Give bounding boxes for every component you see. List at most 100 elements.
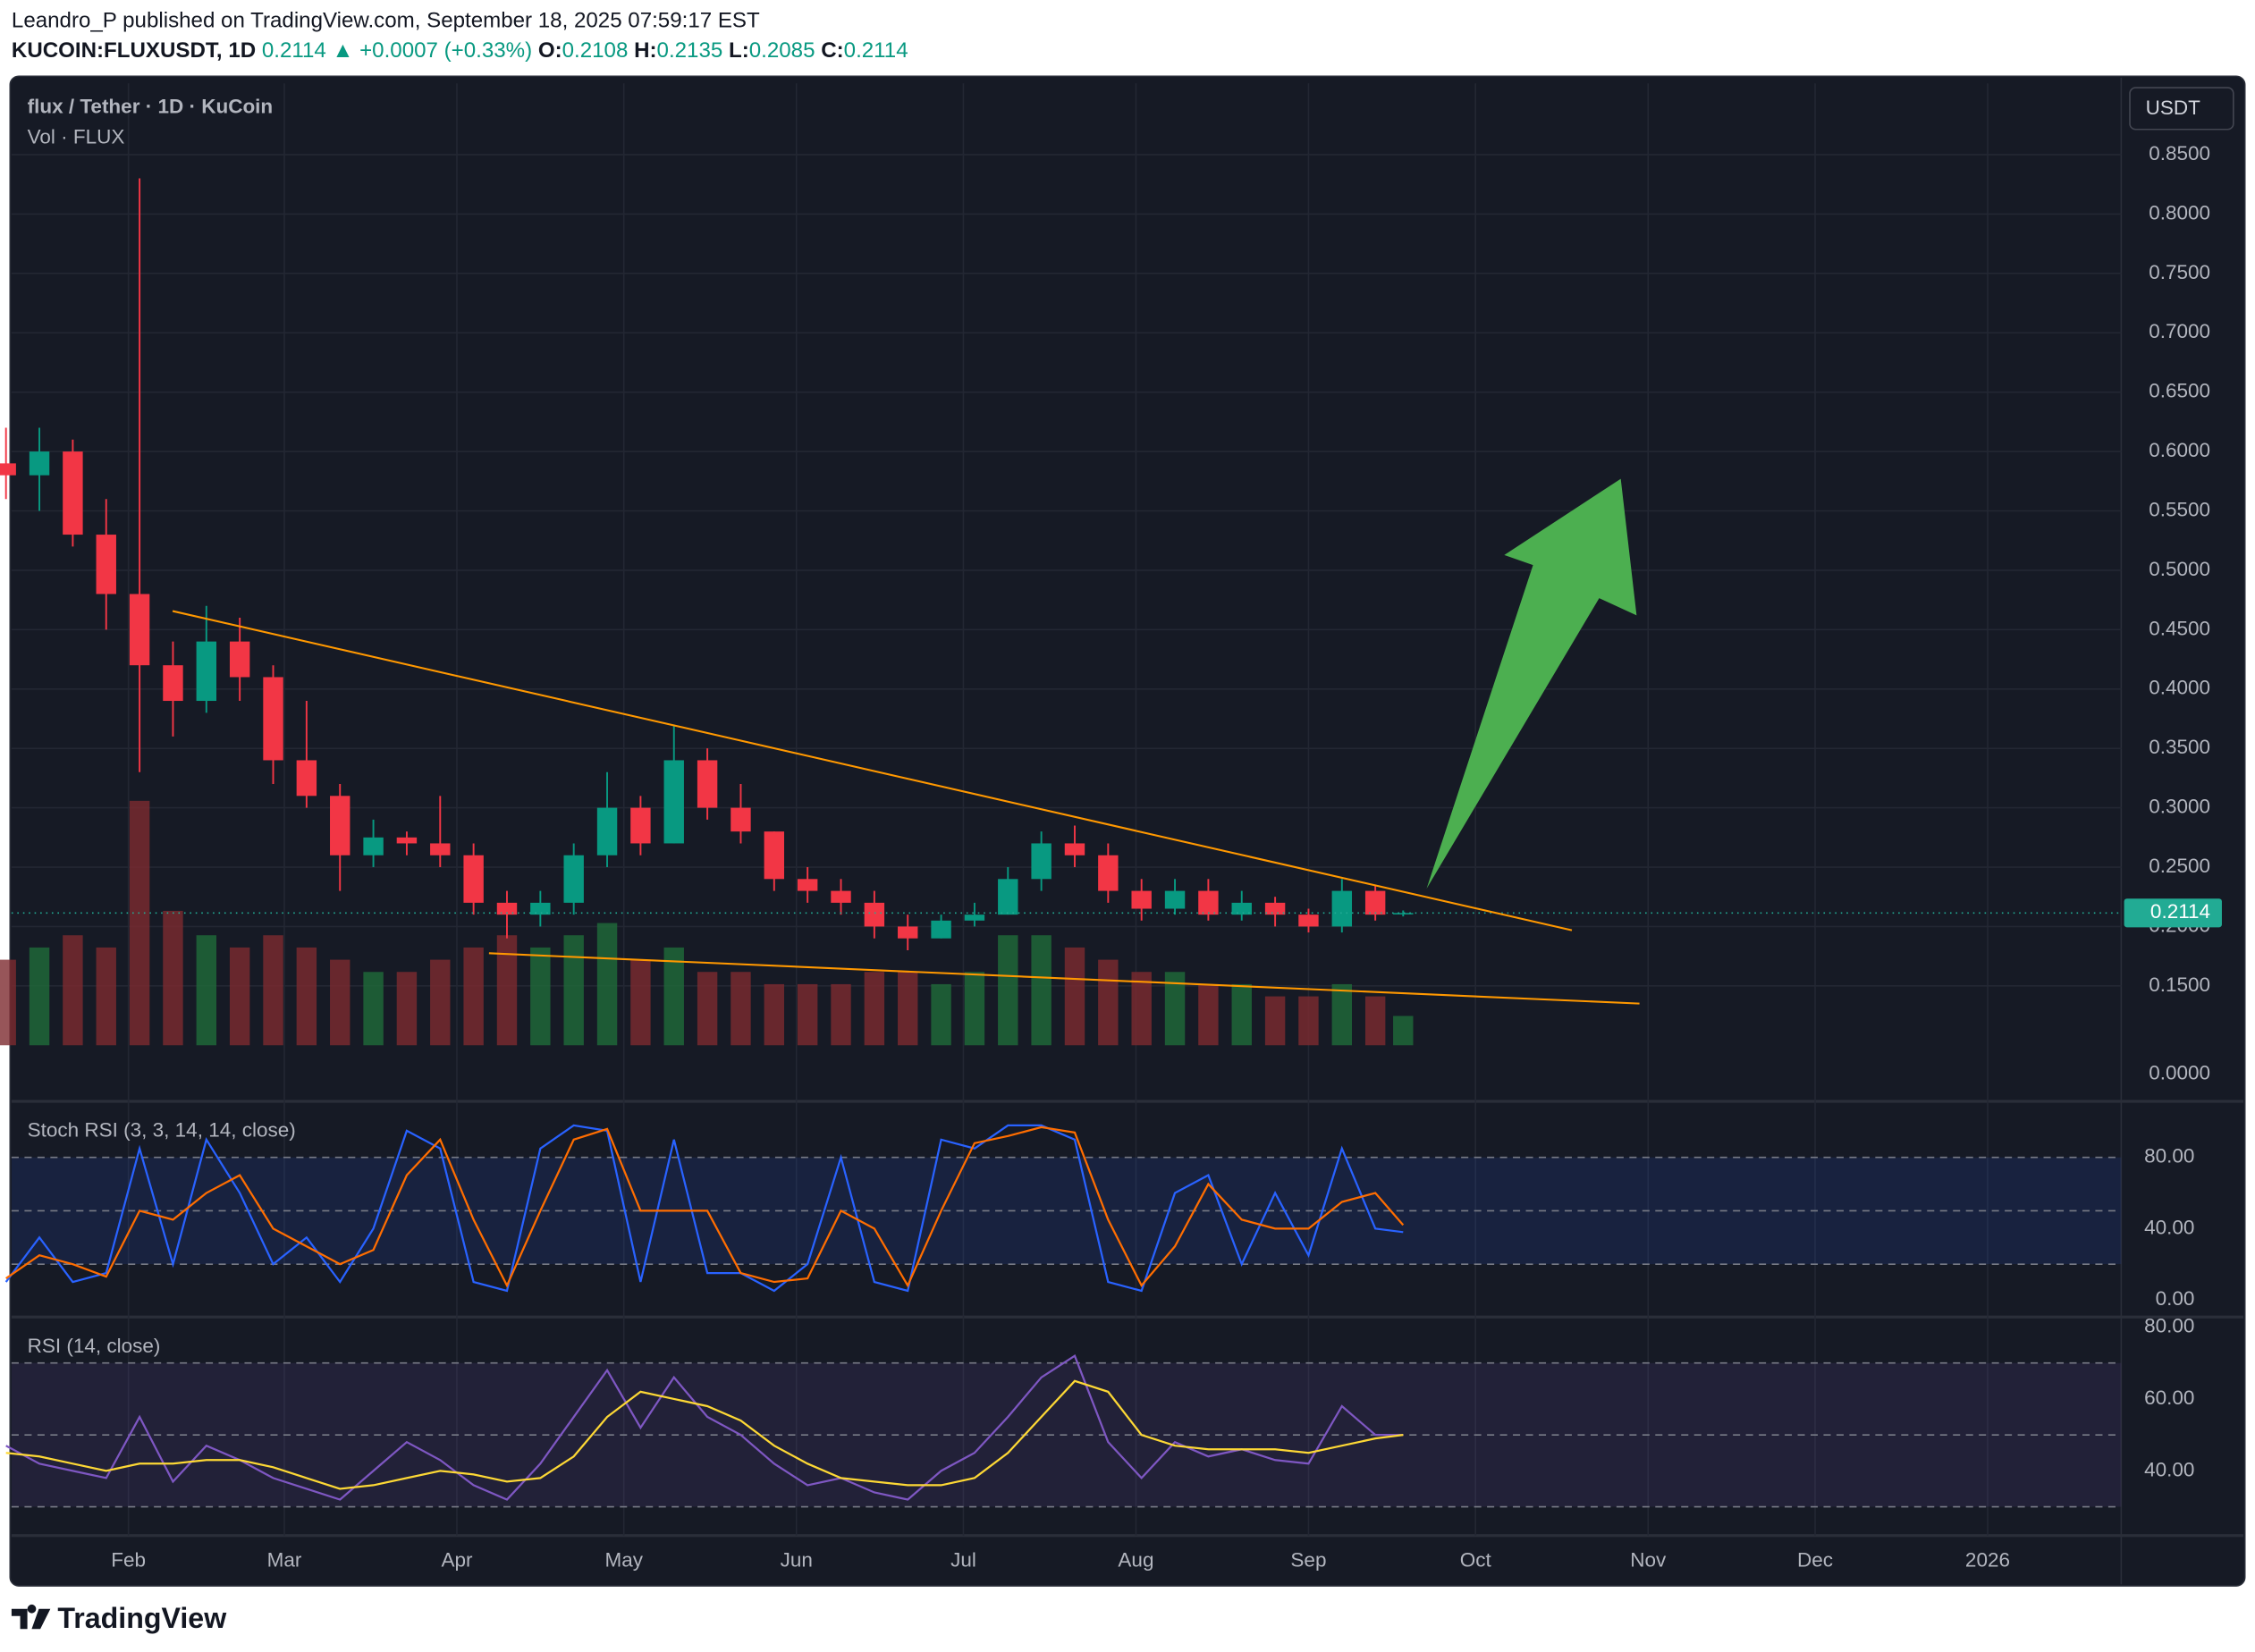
ohlc-key: C: xyxy=(821,38,843,63)
candle-body xyxy=(864,902,885,927)
volume-bar xyxy=(196,935,217,1046)
volume-bar xyxy=(96,947,116,1046)
y-tick-label: 0.4500 xyxy=(2149,617,2210,639)
y-tick-label: 0.2500 xyxy=(2149,855,2210,877)
volume-bar xyxy=(931,983,951,1046)
x-tick-label: Feb xyxy=(111,1549,146,1572)
volume-bar xyxy=(296,947,317,1046)
y-tick-label: 0.1500 xyxy=(2149,974,2210,996)
candle-body xyxy=(1231,902,1252,915)
x-tick-label: Mar xyxy=(267,1549,302,1572)
volume-bar xyxy=(831,983,851,1046)
volume-bar xyxy=(0,959,16,1046)
y-tick-label: 0.7500 xyxy=(2149,261,2210,283)
y-tick-label: 80.00 xyxy=(2144,1314,2194,1336)
logo: TradingView xyxy=(11,1602,227,1634)
volume-bar xyxy=(1393,1016,1414,1046)
symbol: KUCOIN:FLUXUSDT, 1D xyxy=(12,38,256,63)
y-tick-label: 0.6000 xyxy=(2149,439,2210,461)
volume-bar xyxy=(697,972,718,1046)
volume-bar xyxy=(731,972,751,1046)
candle-body xyxy=(797,879,818,891)
y-tick-label: 0.8500 xyxy=(2149,142,2210,164)
last: 0.2114 xyxy=(262,38,326,63)
volume-bar xyxy=(1131,972,1152,1046)
candle-body xyxy=(296,760,317,796)
volume-bar xyxy=(864,972,885,1046)
volume-bar xyxy=(1098,959,1119,1046)
volume-bar xyxy=(964,972,985,1046)
y-tick-label: 0.3500 xyxy=(2149,736,2210,758)
candle-body xyxy=(764,831,785,880)
volume-bar xyxy=(797,983,818,1046)
trendline xyxy=(172,610,1573,931)
volume-tick-label: 0.0000 xyxy=(2149,1061,2210,1083)
y-tick-label: 0.00 xyxy=(2156,1287,2195,1310)
volume-bar xyxy=(1364,996,1386,1046)
volume-bar xyxy=(496,935,518,1046)
y-tick-label: 0.5000 xyxy=(2149,558,2210,580)
y-tick-label: 60.00 xyxy=(2144,1386,2194,1409)
volume-bar xyxy=(330,959,350,1046)
candle-body xyxy=(363,837,384,856)
last-price-label: 0.2114 xyxy=(2150,900,2210,923)
candle-body xyxy=(396,837,418,844)
x-tick-label: Sep xyxy=(1290,1549,1326,1572)
candle-body xyxy=(898,926,918,939)
legend-title: RSI (14, close) xyxy=(28,1335,161,1357)
x-tick-label: Dec xyxy=(1797,1549,1833,1572)
logo-icon xyxy=(11,1604,51,1630)
volume-bar xyxy=(596,923,618,1046)
volume-bar xyxy=(998,935,1018,1046)
volume-bar xyxy=(63,935,83,1046)
legend-title: flux / Tether · 1D · KuCoin xyxy=(28,96,274,118)
volume-bar xyxy=(1064,947,1085,1046)
button-label[interactable]: USDT xyxy=(2146,97,2201,119)
candle-body xyxy=(630,807,651,844)
currency-button[interactable]: USDT xyxy=(2129,87,2234,131)
candle-body xyxy=(196,641,217,702)
plot: Feb Mar Apr May Jun Jul Aug Sep Oct Nov Dec 2026 0.1… xyxy=(0,77,2244,1585)
x-tick-label: May xyxy=(604,1549,643,1572)
y-tick-label: 80.00 xyxy=(2144,1145,2194,1167)
volume-bar xyxy=(430,959,451,1046)
candle-body xyxy=(0,463,16,476)
button-frame[interactable] xyxy=(2129,87,2234,131)
chart-background xyxy=(9,75,2246,1587)
volume-bar xyxy=(1264,996,1286,1046)
x-tick-label: Oct xyxy=(1460,1549,1492,1572)
x-tick-label: 2026 xyxy=(1965,1549,2010,1572)
x-tick-label: Apr xyxy=(441,1549,473,1572)
up-arrow xyxy=(1426,478,1637,889)
x-tick-label: Nov xyxy=(1630,1549,1667,1572)
candle-body xyxy=(463,855,484,903)
candle-body xyxy=(1393,913,1414,914)
candle-body xyxy=(496,902,518,915)
volume-bar xyxy=(29,947,50,1046)
indicator-line xyxy=(5,1125,1405,1288)
y-tick-label: 0.4000 xyxy=(2149,677,2210,699)
volume-bar xyxy=(1298,996,1319,1046)
candle-body xyxy=(563,855,584,903)
volume-bar xyxy=(229,947,250,1046)
candle-body xyxy=(1331,890,1353,927)
indicator-line xyxy=(5,1379,1404,1490)
candle-body xyxy=(129,594,150,666)
candle-body xyxy=(330,796,350,856)
x-tick-label: Aug xyxy=(1118,1549,1153,1572)
volume-bar xyxy=(1198,983,1219,1046)
x-tick-label: Jul xyxy=(950,1549,976,1572)
volume-bar xyxy=(463,947,484,1046)
volume-bar xyxy=(530,947,551,1046)
legend-title: Stoch RSI (3, 3, 14, 14, close) xyxy=(28,1119,296,1142)
candle-body xyxy=(96,535,116,594)
candle-body xyxy=(29,451,50,476)
candle-body xyxy=(998,879,1018,915)
y-tick-label: 0.3000 xyxy=(2149,796,2210,818)
candle-body xyxy=(229,641,250,678)
volume-bar xyxy=(563,935,584,1046)
ohlc-value: 0.2114 xyxy=(844,38,908,63)
volume-bar xyxy=(1031,935,1051,1046)
y-tick-label: 0.6500 xyxy=(2149,380,2210,402)
last-price-tag xyxy=(2124,898,2222,928)
